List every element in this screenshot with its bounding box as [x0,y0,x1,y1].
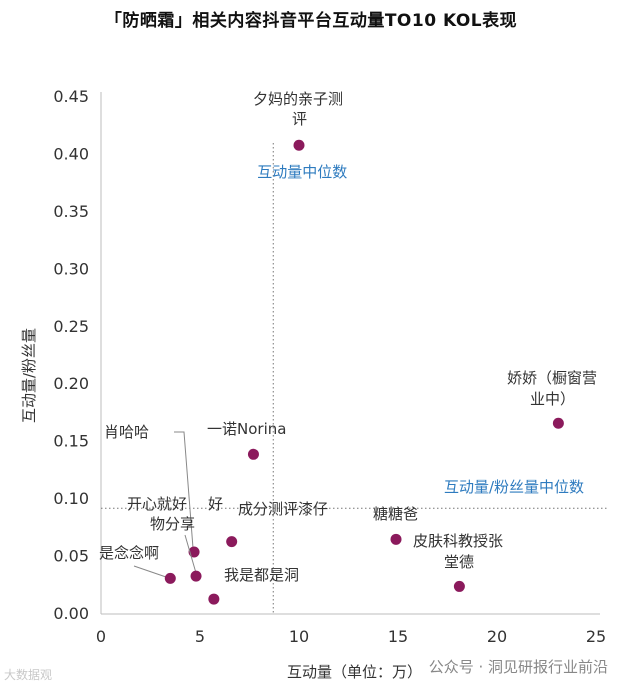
point-label: 是念念啊 [99,544,159,562]
x-tick-label: 20 [487,627,507,646]
point-label: 开心就好 [127,495,187,513]
y-tick-label: 0.00 [53,604,89,623]
chart-title: 「防晒霜」相关内容抖音平台互动量TO10 KOL表现 [104,11,518,31]
data-point [453,580,465,592]
leader-line [174,431,194,549]
x-tick-label: 15 [388,627,408,646]
y-tick-label: 0.40 [53,144,89,163]
data-point [390,533,402,545]
data-point [164,572,176,584]
leader-line [184,534,197,574]
x-tick-label: 10 [289,627,309,646]
data-point [293,139,305,151]
y-tick-label: 0.20 [53,374,89,393]
data-point [190,570,202,582]
y-tick-label: 0.30 [53,259,89,278]
data-point [208,593,220,605]
data-point [247,448,259,460]
point-label: 评 [292,110,307,128]
point-label: 成分测评漆仔 [238,500,328,518]
point-label: 堂德 [444,553,474,571]
median-x-label: 互动量中位数 [257,163,347,181]
point-label: 糖糖爸 [373,505,418,523]
data-point [188,546,200,558]
point-label-extra: 好 [208,495,223,513]
x-tick-label: 5 [195,627,205,646]
y-axis-title: 互动量/粉丝量 [20,328,38,423]
y-tick-label: 0.05 [53,547,89,566]
point-label: 一诺Norina [207,420,286,438]
x-tick-label: 0 [96,627,106,646]
point-label: 皮肤科教授张 [413,532,503,550]
footer-watermark-left: 大数据观 [4,668,53,682]
footer-watermark-right: 公众号 · 洞见研报行业前沿 [428,658,608,676]
y-tick-label: 0.45 [53,87,89,106]
y-tick-label: 0.35 [53,202,89,221]
data-point [226,536,238,548]
point-label: 夕妈的亲子测 [253,90,343,108]
leader-line [133,565,167,578]
point-label: 肖哈哈 [104,423,149,441]
point-label: 业中） [530,390,575,408]
y-tick-label: 0.25 [53,317,89,336]
point-label: 娇娇（橱窗营 [507,369,597,387]
median-y-label: 互动量/粉丝量中位数 [444,478,584,496]
point-label: 物分享 [150,515,195,533]
point-label: 我是都是洞 [224,566,299,584]
data-point [552,417,564,429]
y-tick-label: 0.10 [53,489,89,508]
y-tick-label: 0.15 [53,432,89,451]
x-tick-label: 25 [586,627,606,646]
x-axis-title: 互动量（单位：万） [287,663,422,681]
